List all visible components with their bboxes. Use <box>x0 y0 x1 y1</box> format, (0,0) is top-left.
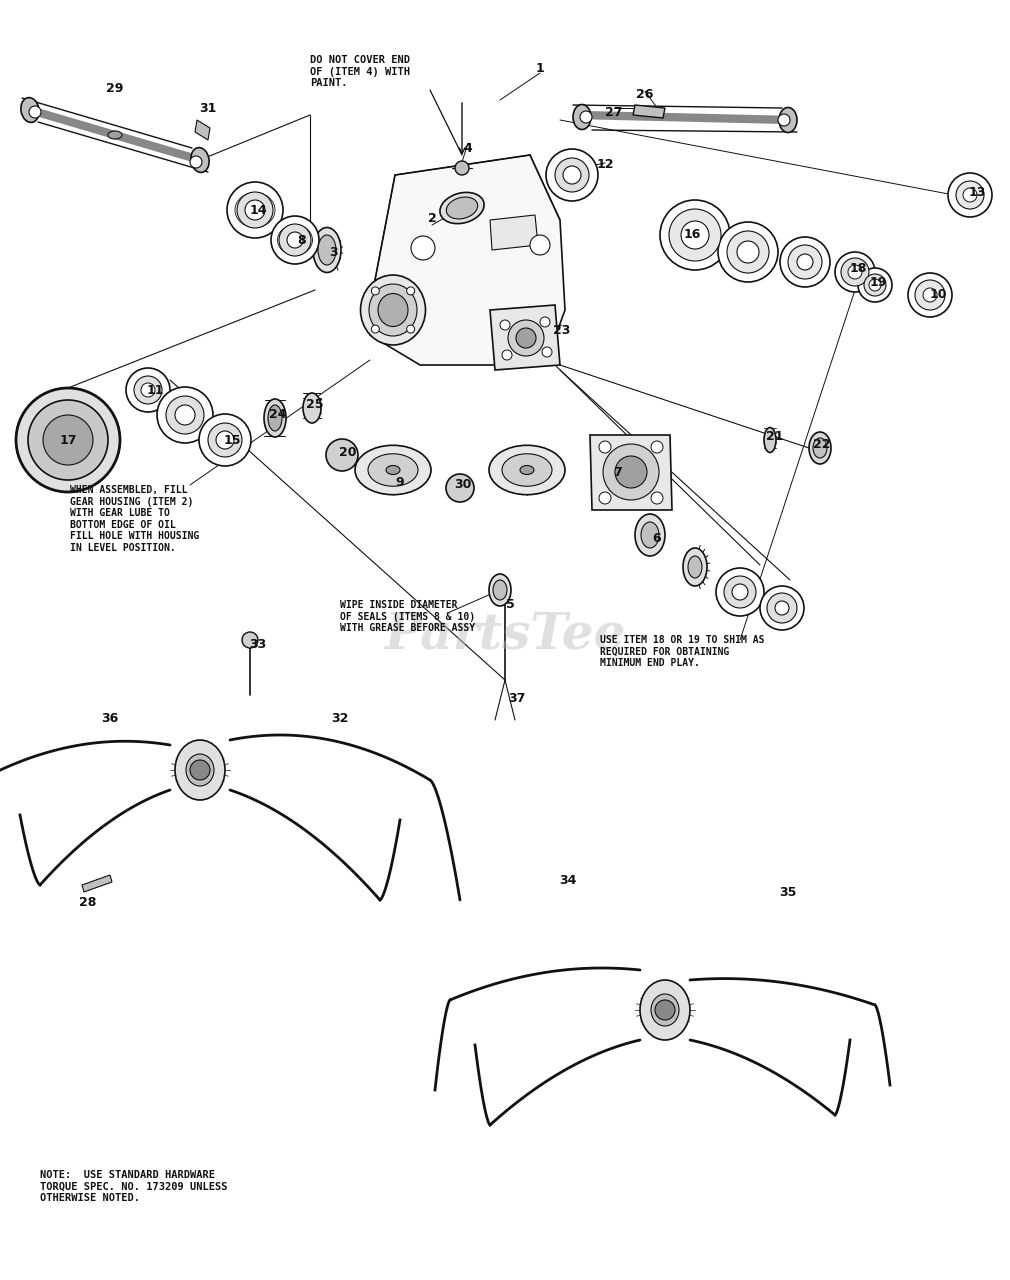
Circle shape <box>157 387 213 443</box>
Ellipse shape <box>651 995 679 1027</box>
Text: 36: 36 <box>101 712 118 724</box>
Circle shape <box>540 317 550 326</box>
Text: WIPE INSIDE DIAMETER
OF SEALS (ITEMS 8 & 10)
WITH GREASE BEFORE ASSY: WIPE INSIDE DIAMETER OF SEALS (ITEMS 8 &… <box>340 600 475 634</box>
Ellipse shape <box>764 428 776 453</box>
Ellipse shape <box>688 556 702 579</box>
Ellipse shape <box>502 453 552 486</box>
Ellipse shape <box>361 275 425 346</box>
Circle shape <box>724 576 756 608</box>
Circle shape <box>681 221 709 250</box>
Text: WHEN ASSEMBLED, FILL
GEAR HOUSING (ITEM 2)
WITH GEAR LUBE TO
BOTTOM EDGE OF OIL
: WHEN ASSEMBLED, FILL GEAR HOUSING (ITEM … <box>70 485 199 553</box>
Circle shape <box>29 106 41 118</box>
Ellipse shape <box>186 754 214 786</box>
Ellipse shape <box>640 980 690 1039</box>
Circle shape <box>775 602 789 614</box>
Ellipse shape <box>683 548 707 586</box>
Circle shape <box>43 415 93 465</box>
Text: 16: 16 <box>684 229 701 242</box>
Circle shape <box>655 1000 675 1020</box>
Circle shape <box>615 456 647 488</box>
Text: 29: 29 <box>106 82 123 95</box>
Text: 25: 25 <box>306 398 324 411</box>
Text: USE ITEM 18 OR 19 TO SHIM AS
REQUIRED FOR OBTAINING
MINIMUM END PLAY.: USE ITEM 18 OR 19 TO SHIM AS REQUIRED FO… <box>600 635 765 668</box>
Ellipse shape <box>21 97 39 123</box>
Circle shape <box>669 209 721 261</box>
Polygon shape <box>490 215 538 250</box>
Text: 12: 12 <box>596 159 614 172</box>
Polygon shape <box>82 876 112 892</box>
Ellipse shape <box>268 404 282 431</box>
Text: 34: 34 <box>560 873 577 887</box>
Circle shape <box>908 273 952 317</box>
Text: 32: 32 <box>331 712 348 724</box>
Circle shape <box>716 568 764 616</box>
Text: 8: 8 <box>298 233 306 247</box>
Text: 18: 18 <box>849 261 867 274</box>
Ellipse shape <box>191 147 209 173</box>
Ellipse shape <box>108 131 122 140</box>
Ellipse shape <box>641 522 659 548</box>
Text: 20: 20 <box>339 447 357 460</box>
Circle shape <box>245 200 265 220</box>
Text: 21: 21 <box>767 430 784 443</box>
Ellipse shape <box>368 453 418 486</box>
Circle shape <box>530 236 550 255</box>
Circle shape <box>446 474 474 502</box>
Text: PartsTee: PartsTee <box>384 611 626 659</box>
Circle shape <box>134 376 162 404</box>
Circle shape <box>28 399 108 480</box>
Circle shape <box>516 328 536 348</box>
Circle shape <box>175 404 195 425</box>
Ellipse shape <box>264 399 286 436</box>
Polygon shape <box>195 120 210 140</box>
Text: 27: 27 <box>605 105 623 119</box>
Polygon shape <box>633 105 665 118</box>
Circle shape <box>508 320 544 356</box>
Circle shape <box>915 280 945 310</box>
Circle shape <box>372 287 380 294</box>
Text: 10: 10 <box>929 288 946 302</box>
Ellipse shape <box>813 438 827 458</box>
Circle shape <box>227 182 283 238</box>
Circle shape <box>864 274 886 296</box>
Text: 14: 14 <box>249 204 267 216</box>
Text: 37: 37 <box>508 691 525 704</box>
Ellipse shape <box>318 236 336 265</box>
Circle shape <box>778 114 790 125</box>
Circle shape <box>502 349 512 360</box>
Circle shape <box>956 180 984 209</box>
Ellipse shape <box>635 515 665 556</box>
Circle shape <box>242 632 258 648</box>
Circle shape <box>835 252 875 292</box>
Ellipse shape <box>355 445 431 494</box>
Ellipse shape <box>489 445 565 494</box>
Circle shape <box>126 369 170 412</box>
Circle shape <box>923 288 937 302</box>
Ellipse shape <box>175 740 225 800</box>
Text: 24: 24 <box>270 408 287 421</box>
Text: 22: 22 <box>813 439 831 452</box>
Text: 5: 5 <box>506 599 514 612</box>
Circle shape <box>556 157 589 192</box>
Text: 11: 11 <box>146 384 164 397</box>
Circle shape <box>372 325 380 333</box>
Circle shape <box>732 584 748 600</box>
Text: 13: 13 <box>969 187 986 200</box>
Ellipse shape <box>369 284 417 335</box>
Circle shape <box>948 173 992 218</box>
Text: 9: 9 <box>396 475 404 489</box>
Ellipse shape <box>303 393 321 422</box>
Text: DO NOT COVER END
OF (ITEM 4) WITH
PAINT.: DO NOT COVER END OF (ITEM 4) WITH PAINT. <box>310 55 410 88</box>
Circle shape <box>16 388 120 492</box>
Ellipse shape <box>489 573 511 605</box>
Circle shape <box>767 593 797 623</box>
Text: 19: 19 <box>870 276 887 289</box>
Ellipse shape <box>573 105 591 129</box>
Circle shape <box>963 188 977 202</box>
Ellipse shape <box>446 197 478 219</box>
Circle shape <box>858 268 892 302</box>
Ellipse shape <box>809 431 831 463</box>
Circle shape <box>660 200 730 270</box>
Circle shape <box>190 760 210 780</box>
Polygon shape <box>490 305 560 370</box>
